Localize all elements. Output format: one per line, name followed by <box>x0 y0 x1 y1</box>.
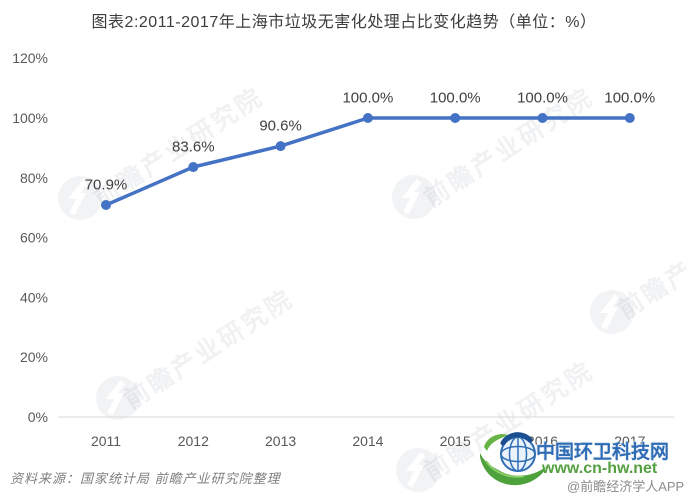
x-axis-tick-label: 2014 <box>352 433 383 449</box>
chart-title: 图表2:2011-2017年上海市垃圾无害化处理占比变化趋势（单位：%） <box>91 14 597 31</box>
data-point-label: 100.0% <box>604 90 655 107</box>
y-axis-tick-label: 40% <box>20 289 48 305</box>
data-point-marker <box>101 200 111 211</box>
site-logo-block: 中国环卫科技网 www.cn-hw.net @前瞻经济学人APP <box>478 428 688 494</box>
x-axis-tick-label: 2012 <box>178 433 209 449</box>
data-point-marker <box>450 113 461 123</box>
y-axis-tick-label: 60% <box>20 230 48 246</box>
data-point-marker <box>275 141 286 152</box>
site-url: www.cn-hw.net <box>542 460 658 477</box>
x-axis-tick-label: 2011 <box>91 433 121 449</box>
source-note: 资料来源：国家统计局 前瞻产业研究院整理 <box>10 471 281 486</box>
data-point-marker <box>362 113 373 123</box>
x-axis-tick-label: 2015 <box>440 433 471 449</box>
y-axis-tick-label: 100% <box>12 110 48 126</box>
data-point-label: 90.6% <box>259 118 302 135</box>
data-point-label: 83.6% <box>172 139 215 156</box>
x-axis-tick-label: 2013 <box>265 433 296 449</box>
x-axis-tick-label: 2016 <box>527 433 558 449</box>
x-axis-tick-label: 2017 <box>614 433 645 449</box>
y-axis-tick-label: 120% <box>12 50 48 66</box>
data-point-marker <box>188 162 199 173</box>
data-point-label: 100.0% <box>342 90 393 107</box>
y-axis-tick-label: 80% <box>20 170 48 186</box>
data-point-label: 100.0% <box>517 90 568 107</box>
y-axis-tick-label: 0% <box>28 409 48 425</box>
data-point-marker <box>624 113 635 123</box>
series-line <box>104 116 632 207</box>
site-credit: @前瞻经济学人APP <box>567 479 685 494</box>
y-axis-tick-label: 20% <box>20 349 48 365</box>
site-name: 中国环卫科技网 <box>536 442 670 463</box>
data-point-label: 100.0% <box>430 90 481 107</box>
globe-leaf-logo-icon <box>480 432 548 486</box>
data-point-marker <box>537 113 548 123</box>
data-point-label: 70.9% <box>85 177 128 194</box>
